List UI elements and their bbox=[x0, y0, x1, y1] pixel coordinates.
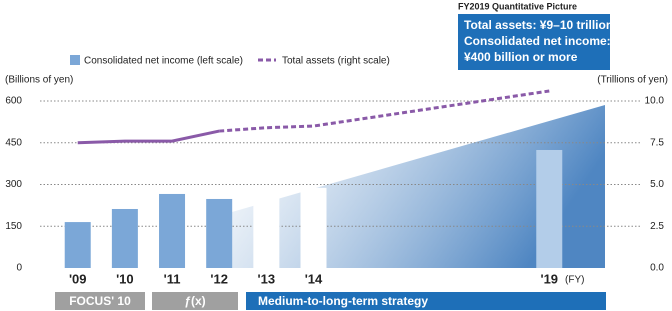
y2-tick-label: 0.0 bbox=[650, 263, 664, 274]
bar bbox=[206, 198, 233, 268]
period-label: FOCUS' 10 bbox=[69, 294, 131, 308]
period-box bbox=[152, 292, 238, 310]
y2-axis-title: (Trillions of yen) bbox=[597, 75, 668, 86]
legend-swatch bbox=[70, 55, 80, 65]
y-tick-label: 0 bbox=[16, 263, 22, 274]
bar bbox=[253, 197, 280, 268]
x-tick-label: '13 bbox=[258, 271, 276, 286]
x-tick-label: '19 bbox=[540, 271, 558, 286]
legend-label: Total assets (right scale) bbox=[282, 56, 390, 67]
period-label: Medium-to-long-term strategy bbox=[258, 294, 428, 308]
x-tick-label: '14 bbox=[305, 271, 323, 286]
y-axis-title: (Billions of yen) bbox=[5, 75, 73, 86]
y2-tick-label: 2.5 bbox=[650, 221, 664, 232]
line bbox=[77, 129, 220, 145]
period-box bbox=[246, 292, 606, 310]
legend-label: Consolidated net income (left scale) bbox=[84, 56, 243, 67]
y-tick-label: 600 bbox=[5, 96, 22, 107]
y2-tick-label: 10.0 bbox=[645, 96, 665, 107]
bar bbox=[111, 208, 138, 268]
y2-tick-label: 7.5 bbox=[650, 137, 664, 148]
x-unit-label: (FY) bbox=[565, 275, 584, 286]
callout-line: Total assets: ¥9–10 trillion bbox=[464, 18, 613, 32]
x-tick-label: '10 bbox=[116, 271, 134, 286]
bar bbox=[159, 193, 186, 268]
y-tick-label: 450 bbox=[5, 137, 22, 148]
y-tick-label: 300 bbox=[5, 179, 22, 190]
line-dashed bbox=[219, 89, 550, 133]
bar bbox=[64, 222, 91, 268]
y-tick-label: 150 bbox=[5, 221, 22, 232]
x-tick-label: '09 bbox=[69, 271, 87, 286]
callout-box bbox=[458, 14, 610, 70]
period-box bbox=[55, 292, 145, 310]
callout-line: ¥400 billion or more bbox=[464, 50, 578, 64]
callout-title: FY2019 Quantitative Picture bbox=[458, 1, 577, 11]
bar bbox=[300, 187, 327, 268]
bar bbox=[536, 149, 563, 268]
callout-line: Consolidated net income: bbox=[464, 34, 611, 48]
period-label: ƒ(x) bbox=[184, 294, 205, 308]
x-tick-label: '11 bbox=[164, 271, 181, 286]
x-tick-label: '12 bbox=[210, 271, 228, 286]
y2-tick-label: 5.0 bbox=[650, 179, 664, 190]
